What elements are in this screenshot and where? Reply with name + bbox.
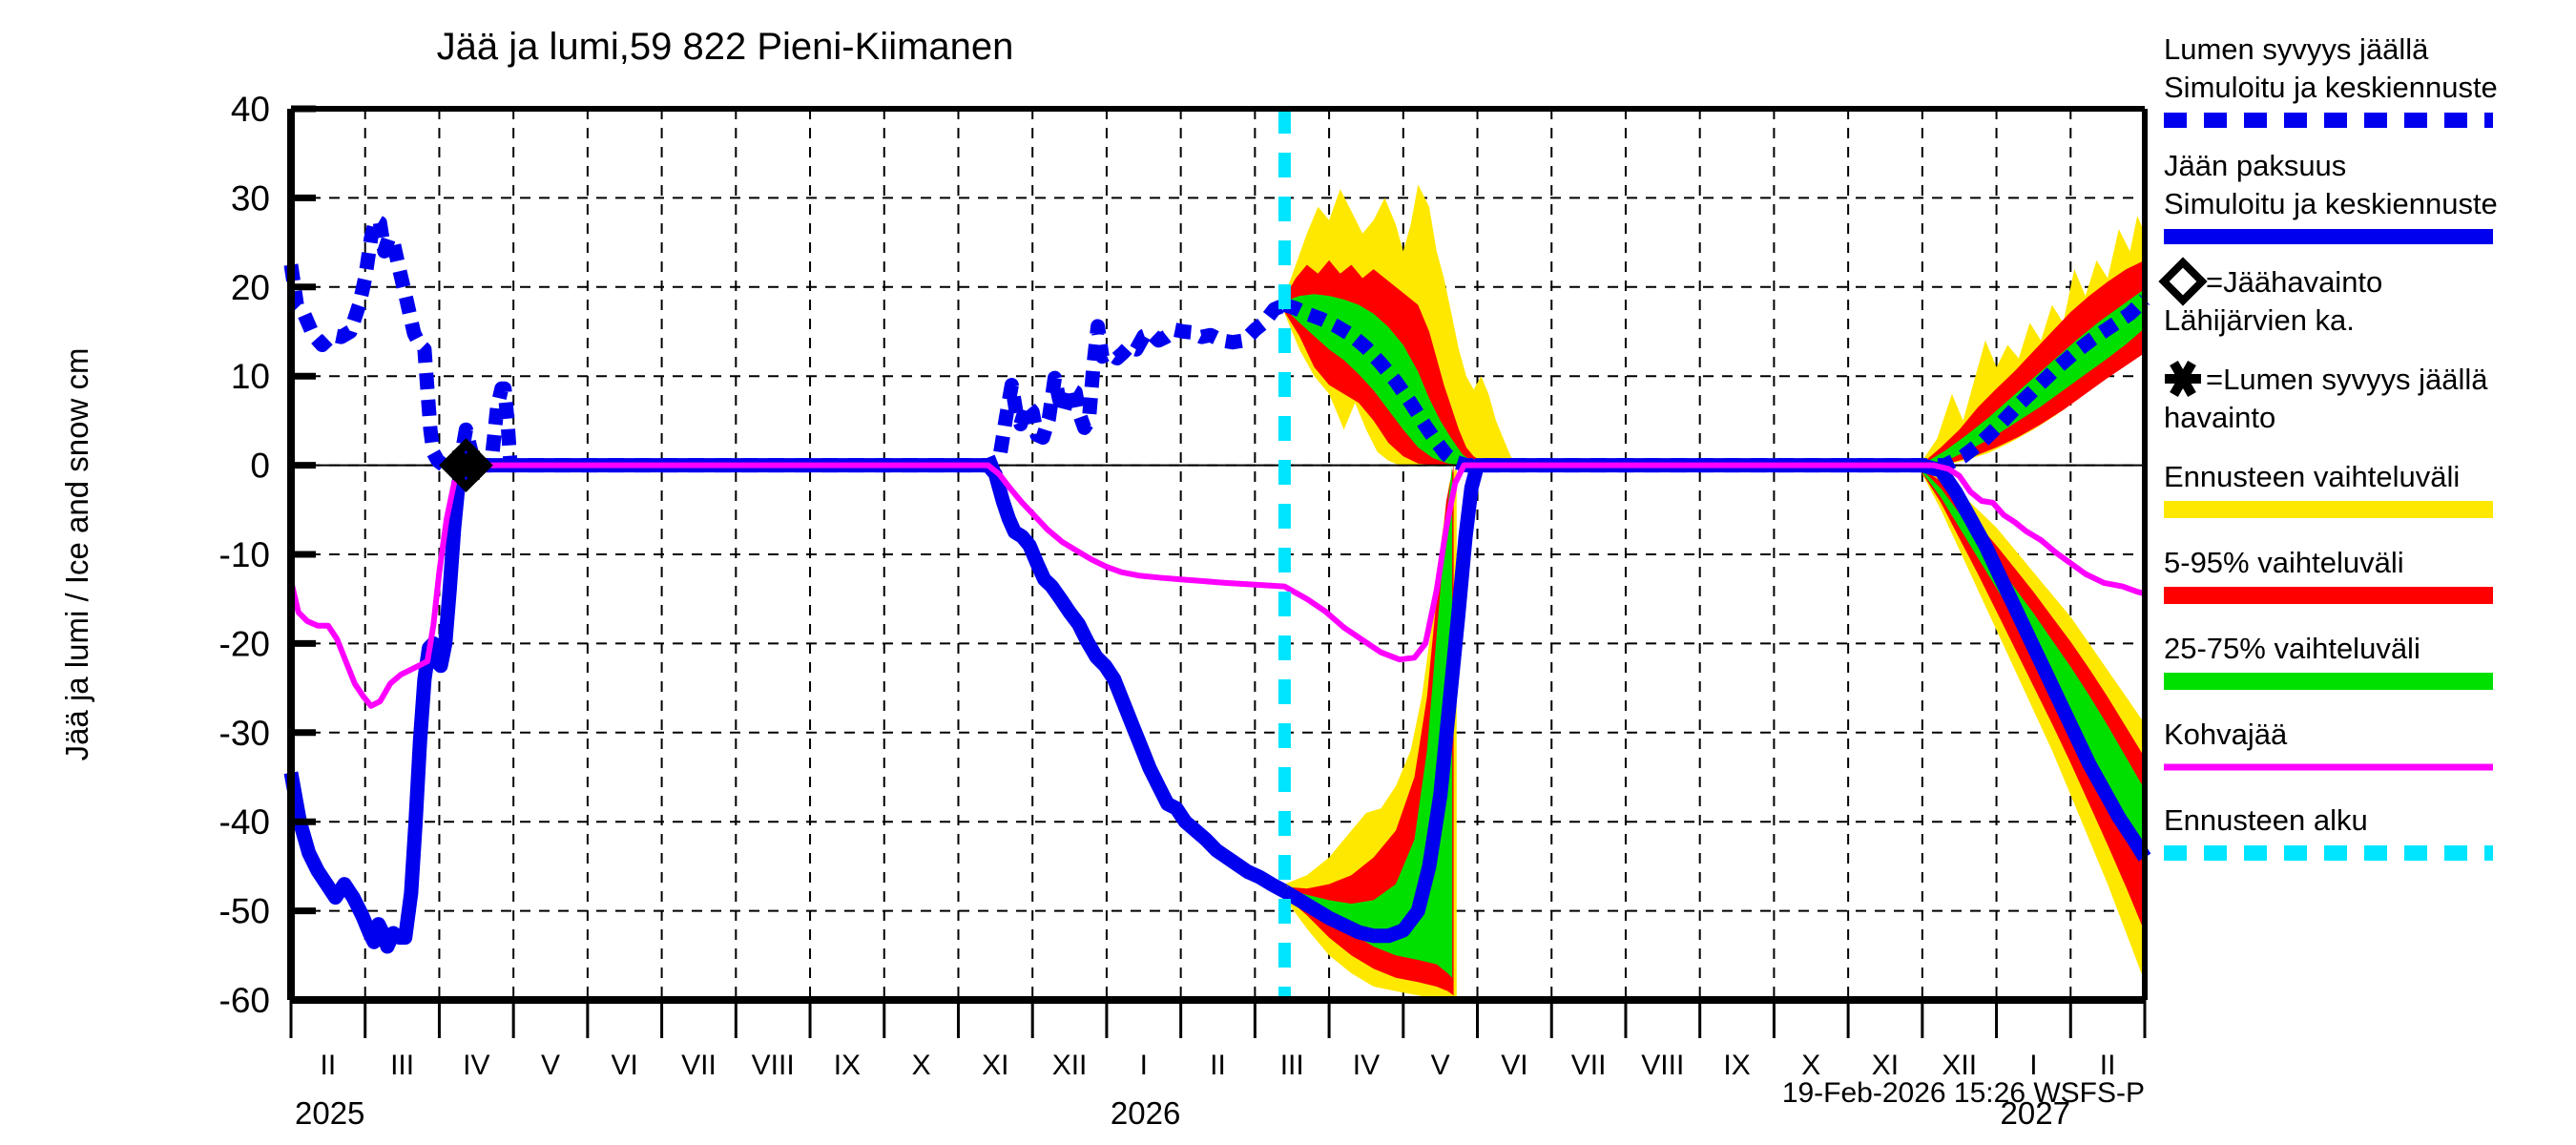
y-tick-label: 0 (250, 447, 270, 486)
x-tick-label-month: VII (681, 1050, 717, 1081)
asterisk-icon (2165, 361, 2201, 397)
y-tick-label: -30 (219, 714, 270, 753)
y-axis-title: Jää ja lumi / Ice and snow cm (59, 348, 94, 761)
x-tick-label-month: I (1140, 1050, 1148, 1081)
x-tick-label-month: XI (1872, 1050, 1899, 1081)
y-tick-label: 30 (231, 178, 270, 218)
legend-swatch-band (2164, 673, 2493, 690)
y-tick-label: -40 (219, 802, 270, 842)
x-tick-label-month: X (1801, 1050, 1820, 1081)
legend-swatch-band (2164, 587, 2493, 604)
legend-label: 25-75% vaihteluväli (2164, 632, 2420, 665)
x-tick-label-month: II (321, 1050, 337, 1081)
x-tick-label-month: IV (1353, 1050, 1380, 1081)
x-tick-label-month: XI (982, 1050, 1008, 1081)
legend-label: Simuloitu ja keskiennuste (2164, 71, 2498, 104)
legend-item-slush-ice: Kohvajää (2164, 718, 2493, 771)
y-tick-label: -60 (219, 981, 270, 1020)
x-tick-label-month: V (541, 1050, 560, 1081)
observations (439, 438, 493, 492)
legend-label: Ennusteen vaihteluväli (2164, 460, 2460, 493)
x-tick-label-month: I (2029, 1050, 2037, 1081)
legend-label: Lähijärvien ka. (2164, 303, 2355, 337)
legend-label: =Jäähavainto (2206, 265, 2382, 299)
y-axis-ticks: 40 30 20 10 0 -10 -20 -30 -40 -50 -60 (219, 90, 316, 1020)
x-tick-label-month: VII (1571, 1050, 1607, 1081)
ice-observation-marker (439, 438, 493, 492)
y-tick-label: 40 (231, 90, 270, 129)
legend-label: havainto (2164, 401, 2275, 434)
y-tick-label: -20 (219, 624, 270, 663)
plot-background (291, 109, 2145, 1000)
x-tick-label-month: III (1280, 1050, 1304, 1081)
legend-label: Simuloitu ja keskiennuste (2164, 187, 2498, 220)
forecast-band (1922, 260, 2145, 466)
legend-item-forecast-start: Ennusteen alku (2164, 803, 2493, 861)
legend-item-snow-depth-observation: =Lumen syvyys jäällä havainto (2164, 361, 2488, 434)
y-tick-label: -50 (219, 892, 270, 931)
y-tick-label: -10 (219, 535, 270, 574)
x-tick-label-month: II (2100, 1050, 2116, 1081)
x-tick-label-month: XII (1942, 1050, 1977, 1081)
legend-label: =Lumen syvyys jäällä (2206, 363, 2488, 396)
forecast-band (1284, 294, 1485, 466)
page-title: Jää ja lumi,59 822 Pieni-Kiimanen (437, 26, 1014, 68)
y-tick-label: 20 (231, 268, 270, 307)
legend-label: Lumen syvyys jäällä (2164, 32, 2429, 66)
legend-label: 5-95% vaihteluväli (2164, 546, 2404, 579)
x-tick-label-month: IX (834, 1050, 861, 1081)
series-thin (288, 462, 2146, 709)
legend-swatch-band (2164, 501, 2493, 518)
x-year-label: 2025 (295, 1095, 364, 1131)
legend-item-ice-observation: =Jäähavainto Lähijärvien ka. (2158, 257, 2382, 337)
forecast-band (1284, 465, 1453, 978)
x-year-label: 2027 (2001, 1095, 2070, 1131)
x-tick-label-month: V (1431, 1050, 1450, 1081)
x-tick-label-month: VIII (1641, 1050, 1684, 1081)
x-tick-label-month: VI (612, 1050, 638, 1081)
x-axis-years: 2025 2026 2027 (295, 1095, 2070, 1131)
legend-item-ice-thickness: Jään paksuus Simuloitu ja keskiennuste (2164, 149, 2498, 244)
legend-item-snow-depth-on-ice: Lumen syvyys jäällä Simuloitu ja keskienn… (2164, 32, 2498, 128)
y-tick-label: 10 (231, 357, 270, 396)
snow-depth-observation-marker (447, 446, 486, 485)
forecast-band (1922, 468, 2145, 932)
legend-item-range-25-75: 25-75% vaihteluväli (2164, 632, 2493, 690)
x-tick-label-month: VIII (752, 1050, 795, 1081)
legend-label: Kohvajää (2164, 718, 2288, 751)
legend-label: Jään paksuus (2164, 149, 2346, 182)
x-axis-ticks: II III IV V VI VII VIII IX X XI XII I II III IV V VI VII V… (289, 1000, 2147, 1081)
x-tick-label-month: VI (1501, 1050, 1527, 1081)
data-series (283, 213, 2151, 954)
x-tick-label-month: III (390, 1050, 414, 1081)
x-tick-label-month: IX (1723, 1050, 1750, 1081)
x-tick-label-month: X (912, 1050, 931, 1081)
legend-item-range-5-95: 5-95% vaihteluväli (2164, 546, 2493, 604)
x-tick-label-month: IV (463, 1050, 489, 1081)
forecast-band (1922, 216, 2145, 466)
x-tick-label-month: XII (1052, 1050, 1088, 1081)
diamond-icon (2158, 257, 2208, 306)
legend-item-forecast-range: Ennusteen vaihteluväli (2164, 460, 2493, 518)
legend: Lumen syvyys jäällä Simuloitu ja keskienn… (2158, 32, 2498, 861)
x-tick-label-month: II (1210, 1050, 1226, 1081)
footer-timestamp: 19-Feb-2026 15:26 WSFS-P (1782, 1077, 2145, 1109)
x-year-label: 2026 (1111, 1095, 1180, 1131)
legend-label: Ennusteen alku (2164, 803, 2368, 837)
